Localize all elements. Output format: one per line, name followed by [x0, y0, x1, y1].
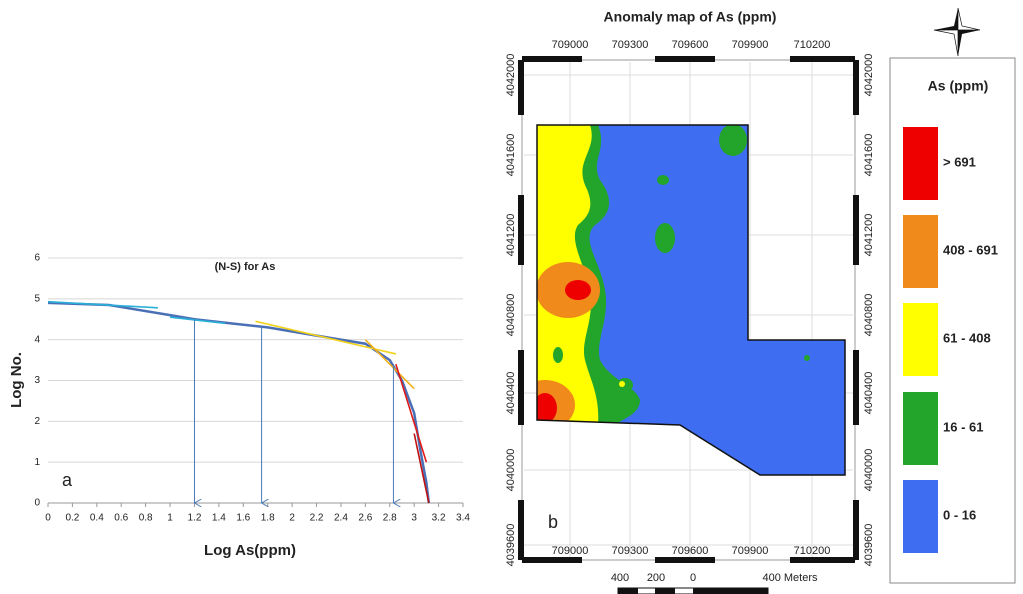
- chart-title: (N-S) for As: [215, 261, 276, 273]
- data-line: [255, 320, 397, 355]
- y-tick-label: 0: [34, 498, 40, 509]
- map-y-label: 4041600: [863, 134, 875, 177]
- data-line: [47, 300, 158, 309]
- compass: [933, 7, 981, 57]
- scale-label: 200: [647, 572, 665, 584]
- data-line: [47, 301, 431, 504]
- x-tick-label: 2.4: [334, 513, 348, 524]
- map-y-label: 4041200: [505, 214, 517, 257]
- legend-swatch: [903, 303, 938, 376]
- y-tick-label: 2: [34, 416, 40, 427]
- map-y-label: 4040000: [863, 449, 875, 492]
- data-line: [413, 433, 430, 504]
- scale-bar: [617, 587, 769, 594]
- y-tick-label: 4: [34, 334, 40, 345]
- legend-swatch: [903, 392, 938, 465]
- x-axis-label: Log As(ppm): [204, 542, 296, 559]
- y-tick-label: 6: [34, 253, 40, 264]
- legend-label: 16 - 61: [943, 419, 983, 434]
- scale-label: 400 Meters: [762, 572, 818, 584]
- x-tick-label: 2.2: [310, 513, 324, 524]
- map-x-label: 709300: [612, 545, 649, 557]
- x-tick-label: 1: [167, 513, 173, 524]
- x-tick-label: 3.2: [432, 513, 446, 524]
- chart-a: (N-S) for As a Log As(ppm) Log No. 0 1 2 3 4…: [8, 253, 470, 559]
- x-tick-label: 0.6: [114, 513, 128, 524]
- x-tick-label: 1.6: [236, 513, 250, 524]
- map-y-label: 4040800: [863, 294, 875, 337]
- map-outline: [536, 124, 846, 476]
- y-tick-label: 5: [34, 293, 40, 304]
- map-x-label: 709300: [612, 39, 649, 51]
- x-tick-label: 0.8: [139, 513, 153, 524]
- map-b: Anomaly map of As (ppm) b As (ppm) 70900…: [505, 7, 1016, 594]
- map-x-label: 710200: [794, 39, 831, 51]
- x-tick-label: 1.4: [212, 513, 226, 524]
- map-title: Anomaly map of As (ppm): [604, 9, 777, 25]
- map-y-label: 4041600: [505, 134, 517, 177]
- y-axis-label: Log No.: [8, 352, 25, 408]
- map-y-label: 4040400: [863, 372, 875, 415]
- legend-swatch: [903, 127, 938, 200]
- x-tick-label: 2: [289, 513, 295, 524]
- legend-box: [889, 57, 1016, 584]
- map-y-label: 4041200: [863, 214, 875, 257]
- map-x-label: 709900: [732, 545, 769, 557]
- legend-label: 0 - 16: [943, 507, 976, 522]
- map-x-label: 709000: [552, 39, 589, 51]
- data-line: [169, 316, 226, 325]
- map-x-label: 709900: [732, 39, 769, 51]
- map-border-bars: [518, 56, 859, 563]
- map-y-label: 4039600: [863, 524, 875, 567]
- x-tick-label: 1.8: [261, 513, 275, 524]
- x-tick-label: 0: [45, 513, 51, 524]
- scale-label: 0: [690, 572, 696, 584]
- legend-swatch: [903, 480, 938, 553]
- x-tick-label: 2.6: [358, 513, 372, 524]
- map-y-label: 4040000: [505, 449, 517, 492]
- x-tick-label: 3: [411, 513, 417, 524]
- panel-label: a: [62, 470, 73, 490]
- map-y-label: 4042000: [863, 54, 875, 97]
- data-line: [395, 363, 428, 463]
- y-tick-label: 3: [34, 375, 40, 386]
- map-x-label: 709000: [552, 545, 589, 557]
- map-y-label: 4040400: [505, 372, 517, 415]
- legend-label: 61 - 408: [943, 330, 991, 345]
- x-tick-label: 0.4: [90, 513, 104, 524]
- legend-title: As (ppm): [928, 78, 989, 94]
- map-x-label: 709600: [672, 545, 709, 557]
- panel-label: b: [548, 512, 558, 532]
- x-tick-label: 1.2: [188, 513, 202, 524]
- y-tick-label: 1: [34, 457, 40, 468]
- map-x-label: 709600: [672, 39, 709, 51]
- legend-label: > 691: [943, 154, 976, 169]
- legend-swatch: [903, 215, 938, 288]
- x-tick-label: 3.4: [456, 513, 470, 524]
- map-y-label: 4042000: [505, 54, 517, 97]
- map-x-label: 710200: [794, 545, 831, 557]
- data-line: [364, 339, 415, 390]
- scale-label: 400: [611, 572, 629, 584]
- x-tick-label: 2.8: [383, 513, 397, 524]
- legend-label: 408 - 691: [943, 242, 998, 257]
- x-tick-label: 0.2: [65, 513, 79, 524]
- map-y-label: 4040800: [505, 294, 517, 337]
- map-y-label: 4039600: [505, 524, 517, 567]
